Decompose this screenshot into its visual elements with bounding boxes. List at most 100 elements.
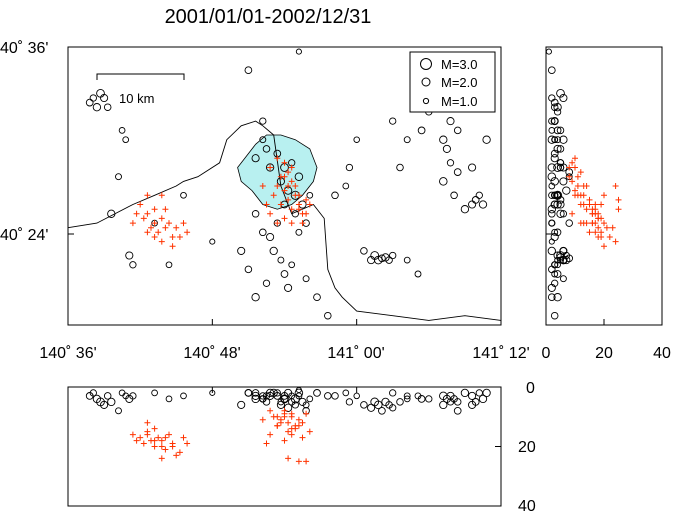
depth-lon-plus — [158, 437, 165, 444]
epicenter-plus — [180, 220, 187, 227]
depth-lon-circle — [115, 407, 122, 415]
bottom-depth-plus-markers — [129, 407, 313, 465]
depth-lon-circle — [251, 389, 260, 397]
depth-lat-circle — [551, 136, 559, 144]
epicenter-circle — [414, 270, 422, 278]
epicenter-plus — [292, 192, 299, 199]
depth-lon-plus — [277, 419, 284, 426]
depth-lat-circle — [556, 145, 565, 153]
depth-lon-circle — [251, 394, 260, 404]
epicenter-plus — [162, 206, 169, 213]
depth-lat-plus — [595, 224, 602, 231]
depth-lat-plus — [595, 215, 602, 222]
depth-lat-circle — [551, 270, 559, 278]
epicenter-circle — [85, 98, 94, 107]
depth-lon-plus — [299, 419, 306, 426]
legend: M=3.0 M=2.0 M=1.0 — [409, 51, 496, 113]
epicenter-circle — [295, 228, 303, 236]
epicenter-plus — [306, 201, 313, 208]
depth-lat-circle — [554, 136, 562, 144]
bottom-depth-ticks — [495, 386, 501, 507]
depth-lon-circle — [446, 391, 455, 400]
epicenter-plus — [281, 187, 288, 194]
depth-lat-circle — [550, 117, 559, 126]
depth-lat-plus — [572, 192, 578, 199]
depth-lon-plus — [267, 431, 274, 438]
x-tick-label-3: 141˚ 00' — [327, 345, 384, 362]
epicenter-circle — [165, 261, 173, 269]
epicenter-plus — [281, 159, 288, 166]
depth-lat-circle — [548, 191, 556, 199]
bottom-depth-tick-0: 0 — [526, 380, 535, 397]
legend-label-m3: M=3.0 — [441, 57, 478, 72]
depth-lat-circle — [548, 265, 556, 274]
depth-lat-circle — [559, 135, 568, 144]
depth-lat-circle — [550, 311, 559, 320]
depth-lat-circle — [556, 126, 565, 135]
depth-lon-circle — [478, 394, 488, 404]
depth-lat-plus — [577, 169, 584, 176]
depth-lon-plus — [270, 413, 277, 420]
depth-lon-plus — [169, 443, 176, 450]
epicenter-circle — [450, 191, 458, 200]
depth-lat-plus — [589, 220, 596, 227]
epicenter-circle — [266, 232, 275, 242]
legend-circle-m1 — [422, 97, 430, 105]
depth-lat-circle — [553, 270, 562, 278]
depth-lat-circle — [550, 177, 559, 186]
depth-lon-circle — [291, 401, 299, 409]
depth-lon-plus — [306, 428, 313, 435]
chart-title: 2001/01/01-2002/12/31 — [165, 6, 372, 28]
epicenter-circle — [125, 251, 134, 260]
bottom-depth-tick-40: 40 — [518, 498, 536, 515]
depth-lat-circle — [556, 209, 565, 218]
depth-lat-plus — [569, 178, 576, 185]
depth-lat-circle — [550, 149, 559, 158]
depth-lon-plus — [158, 455, 165, 462]
depth-lat-plus — [580, 201, 587, 208]
depth-lat-circle — [548, 127, 556, 134]
depth-lon-circle — [280, 395, 289, 403]
depth-lat-plus — [612, 183, 619, 189]
epicenter-circle — [237, 246, 246, 255]
depth-lat-circle — [553, 293, 562, 302]
depth-lat-circle — [547, 135, 556, 144]
epicenter-circle — [453, 168, 462, 176]
depth-lon-circle — [453, 398, 462, 406]
depth-lat-circle — [547, 283, 556, 292]
epicenter-circle — [288, 261, 296, 269]
bottom-depth-panel: 0 20 40 — [67, 380, 536, 515]
depth-lat-plus — [609, 224, 616, 231]
depth-lon-plus — [303, 410, 310, 417]
depth-lat-circle — [554, 256, 561, 264]
depth-lon-plus — [140, 440, 147, 447]
epicenter-circle — [244, 66, 253, 75]
depth-lat-plus — [598, 229, 605, 236]
epicenter-plus — [144, 210, 151, 217]
depth-lon-circle — [180, 392, 187, 400]
epicenter-plus — [151, 206, 158, 213]
depth-lon-plus — [259, 416, 266, 423]
epicenter-circle — [280, 270, 289, 278]
epicenter-plus — [144, 192, 151, 199]
depth-lat-plus — [615, 206, 622, 213]
depth-lon-circle — [374, 400, 383, 410]
epicenter-circle — [345, 163, 354, 172]
epicenter-circle — [107, 209, 116, 218]
epicenter-plus — [288, 178, 295, 185]
depth-lon-circle — [269, 388, 278, 398]
epicenter-circle — [251, 210, 260, 218]
depth-lat-plus — [566, 164, 573, 171]
epicenter-circle — [475, 191, 483, 199]
depth-lat-circle — [553, 228, 562, 237]
depth-lat-circle — [559, 177, 568, 186]
epicenter-circle — [342, 182, 350, 190]
depth-lat-plus — [612, 238, 619, 245]
epicenter-plus — [137, 201, 144, 208]
depth-lat-plus — [569, 210, 576, 217]
epicenter-circle — [439, 135, 448, 144]
depth-lat-plus — [580, 192, 587, 199]
depth-lon-plus — [281, 407, 288, 414]
epicenter-plus — [140, 215, 147, 222]
depth-lat-circle — [551, 279, 559, 287]
